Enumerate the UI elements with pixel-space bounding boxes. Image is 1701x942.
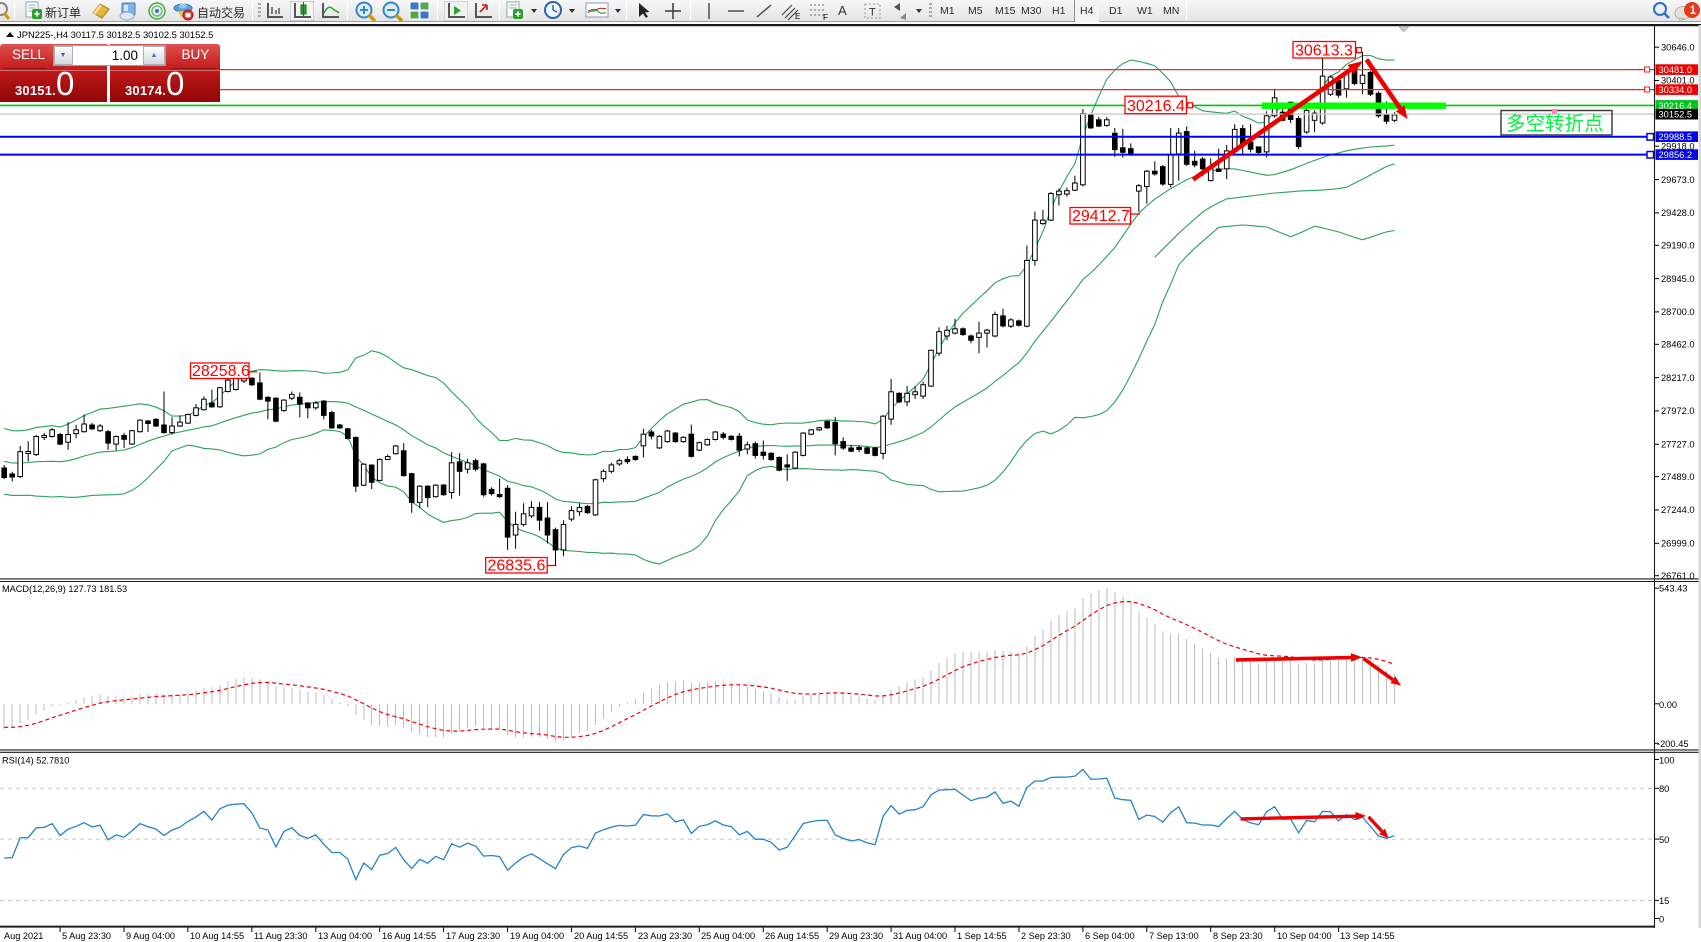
svg-text:29918.0: 29918.0: [1661, 141, 1695, 151]
svg-text:30334.0: 30334.0: [1659, 85, 1693, 95]
svg-text:16 Aug 14:55: 16 Aug 14:55: [382, 931, 436, 941]
svg-text:8 Sep 23:30: 8 Sep 23:30: [1213, 931, 1263, 941]
svg-text:13 Sep 14:55: 13 Sep 14:55: [1340, 931, 1395, 941]
svg-text:29673.0: 29673.0: [1661, 175, 1695, 185]
svg-text:17 Aug 23:30: 17 Aug 23:30: [446, 931, 500, 941]
svg-text:28258.6: 28258.6: [192, 363, 250, 380]
svg-text:1 Sep 14:55: 1 Sep 14:55: [957, 931, 1007, 941]
svg-text:29412.7: 29412.7: [1072, 208, 1130, 225]
svg-text:30152.5: 30152.5: [1659, 110, 1693, 120]
svg-text:29190.0: 29190.0: [1661, 241, 1695, 251]
svg-text:28700.0: 28700.0: [1661, 307, 1695, 317]
svg-text:19 Aug 04:00: 19 Aug 04:00: [510, 931, 564, 941]
svg-text:13 Aug 04:00: 13 Aug 04:00: [318, 931, 372, 941]
svg-text:29856.2: 29856.2: [1659, 150, 1693, 160]
svg-text:27727.0: 27727.0: [1661, 440, 1695, 450]
svg-text:25 Aug 04:00: 25 Aug 04:00: [701, 931, 755, 941]
svg-text:T: T: [869, 7, 876, 19]
svg-text:30216.4: 30216.4: [1127, 98, 1185, 115]
svg-text:27489.0: 27489.0: [1661, 472, 1695, 482]
svg-text:E: E: [795, 12, 800, 21]
svg-text:9 Aug 04:00: 9 Aug 04:00: [126, 931, 175, 941]
svg-text:80: 80: [1659, 784, 1669, 794]
svg-text:30481.0: 30481.0: [1659, 65, 1693, 75]
svg-text:30216.4: 30216.4: [1659, 101, 1693, 111]
svg-text:RSI(14) 52.7810: RSI(14) 52.7810: [2, 756, 69, 766]
svg-text:26 Aug 14:55: 26 Aug 14:55: [765, 931, 819, 941]
svg-text:23 Aug 23:30: 23 Aug 23:30: [638, 931, 692, 941]
svg-text:27244.0: 27244.0: [1661, 505, 1695, 515]
svg-text:0.00: 0.00: [1659, 700, 1677, 710]
svg-text:30401.0: 30401.0: [1661, 76, 1695, 86]
svg-text:30646.0: 30646.0: [1661, 42, 1695, 52]
svg-text:2 Sep 23:30: 2 Sep 23:30: [1021, 931, 1071, 941]
svg-text:15: 15: [1659, 896, 1669, 906]
svg-text:10 Aug 14:55: 10 Aug 14:55: [190, 931, 244, 941]
svg-text:0: 0: [1659, 914, 1664, 924]
svg-text:28945.0: 28945.0: [1661, 274, 1695, 284]
svg-text:-200.45: -200.45: [1657, 739, 1689, 749]
svg-text:1: 1: [1690, 5, 1697, 17]
svg-text:28462.0: 28462.0: [1661, 340, 1695, 350]
svg-text:7 Sep 13:00: 7 Sep 13:00: [1149, 931, 1199, 941]
svg-text:多空转折点: 多空转折点: [1506, 113, 1604, 135]
svg-text:26835.6: 26835.6: [488, 558, 546, 575]
svg-text:29988.5: 29988.5: [1659, 132, 1693, 142]
svg-text:30613.3: 30613.3: [1295, 43, 1353, 60]
svg-text:11 Aug 23:30: 11 Aug 23:30: [254, 931, 307, 941]
svg-text:10 Sep 04:00: 10 Sep 04:00: [1277, 931, 1332, 941]
svg-text:20 Aug 14:55: 20 Aug 14:55: [574, 931, 628, 941]
svg-text:29428.0: 29428.0: [1661, 208, 1695, 218]
svg-text:Aug 2021: Aug 2021: [4, 931, 43, 941]
svg-text:6 Sep 04:00: 6 Sep 04:00: [1085, 931, 1135, 941]
svg-text:MACD(12,26,9) 127.73 181.53: MACD(12,26,9) 127.73 181.53: [2, 584, 127, 594]
svg-text:26999.0: 26999.0: [1661, 539, 1695, 549]
svg-text:100: 100: [1659, 755, 1675, 765]
svg-text:29 Aug 23:30: 29 Aug 23:30: [829, 931, 883, 941]
svg-text:JPN225-,H4 30117.5 30182.5 30: JPN225-,H4 30117.5 30182.5 30102.5 30152…: [17, 29, 213, 40]
svg-text:F: F: [823, 13, 828, 21]
svg-text:5 Aug 23:30: 5 Aug 23:30: [62, 931, 111, 941]
svg-text:31 Aug 04:00: 31 Aug 04:00: [893, 931, 947, 941]
svg-text:26761.0: 26761.0: [1661, 571, 1695, 581]
svg-text:27972.0: 27972.0: [1661, 406, 1695, 416]
svg-text:543.43: 543.43: [1659, 584, 1687, 594]
svg-text:50: 50: [1659, 835, 1669, 845]
svg-text:28217.0: 28217.0: [1661, 373, 1695, 383]
